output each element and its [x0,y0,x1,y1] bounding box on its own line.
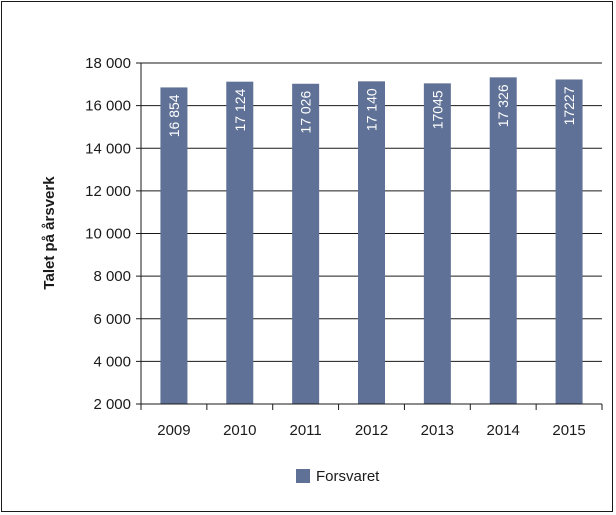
legend-label: Forsvaret [316,468,380,485]
x-tick-label: 2009 [157,422,190,439]
y-tick-labels: 2 000 4 000 6 000 8 000 10 000 12 000 14 000 16… [85,55,141,413]
y-tick-label: 6 000 [93,311,131,328]
bar [160,87,188,404]
x-tick-label: 2012 [355,422,388,439]
bars [160,77,583,405]
y-tick-label: 16 000 [85,98,131,115]
x-tick-label: 2013 [421,422,454,439]
y-tick-label: 14 000 [85,140,131,157]
legend: Forsvaret [296,468,380,485]
y-tick-label: 10 000 [85,226,131,243]
y-tick-label: 8 000 [93,268,131,285]
y-axis-title: Talet på årsverk [41,176,58,290]
x-tick-label: 2011 [290,422,322,439]
bar [423,83,451,404]
data-label: 17227 [561,86,577,125]
bar [358,81,385,405]
data-label: 16 854 [166,94,182,137]
y-tick-label: 18 000 [85,55,131,72]
data-label: 17 326 [495,84,511,127]
data-label: 17 140 [364,88,380,131]
data-label: 17 026 [298,91,314,134]
x-tick-label: 2010 [223,422,256,439]
y-tick-label: 12 000 [85,183,131,200]
legend-swatch [296,469,310,483]
y-tick-label: 4 000 [93,353,131,370]
y-tick-label: 2 000 [93,396,131,413]
bar [489,77,517,404]
bar [555,79,583,405]
x-tick-labels: 2009 2010 2011 2012 2013 2014 2015 [140,404,603,439]
bar [292,83,320,405]
data-labels: 16 854 17 124 17 026 17 140 17045 17 326 17227 [166,84,577,137]
x-tick-label: 2015 [552,422,585,439]
bar [226,81,254,405]
x-tick-label: 2014 [487,422,520,439]
data-label: 17045 [429,90,445,129]
data-label: 17 124 [232,88,248,131]
